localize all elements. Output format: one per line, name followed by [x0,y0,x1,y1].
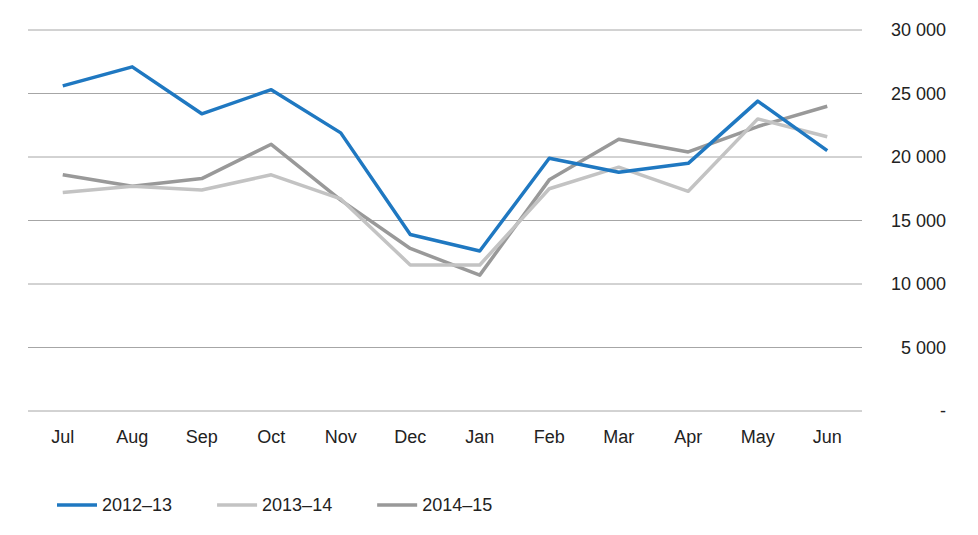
x-tick-label: Jul [51,427,74,447]
chart: - 5 000 10 000 15 000 20 000 25 000 30 000 Jul A… [0,0,978,535]
y-tick-label: 15 000 [891,211,946,231]
grid-line [28,93,862,94]
x-tick-label: Oct [257,427,285,447]
grid-line [28,284,862,285]
y-tick-label: 5 000 [901,338,946,358]
grid-line [28,157,862,158]
legend-swatch [57,503,97,507]
series-line [63,67,828,251]
legend: 2012–13 2013–14 2014–15 [57,495,492,515]
y-tick-label: 30 000 [891,20,946,40]
x-tick-label: Mar [603,427,634,447]
legend-label: 2013–14 [262,495,332,515]
x-tick-label: Jan [465,427,494,447]
plot-area [63,67,828,275]
legend-label: 2012–13 [102,495,172,515]
x-tick-label: Aug [116,427,148,447]
y-tick-label: 20 000 [891,147,946,167]
grid-line [28,220,862,221]
legend-label: 2014–15 [422,495,492,515]
x-tick-label: Jun [813,427,842,447]
legend-swatch [217,503,257,507]
y-tick-label: - [940,401,946,421]
x-tick-label: Sep [186,427,218,447]
chart-root: - 5 000 10 000 15 000 20 000 25 000 30 000 Jul A… [0,0,978,535]
x-tick-label: May [741,427,775,447]
legend-swatch [377,503,417,507]
x-tick-label: Dec [394,427,426,447]
x-tick-label: Feb [534,427,565,447]
grid-line [28,30,862,31]
y-tick-label: 25 000 [891,84,946,104]
grid-line [28,411,862,412]
grid [28,30,862,411]
series-line [63,106,828,275]
y-tick-label: 10 000 [891,274,946,294]
x-tick-label: Nov [325,427,357,447]
grid-line [28,347,862,348]
x-tick-label: Apr [674,427,702,447]
